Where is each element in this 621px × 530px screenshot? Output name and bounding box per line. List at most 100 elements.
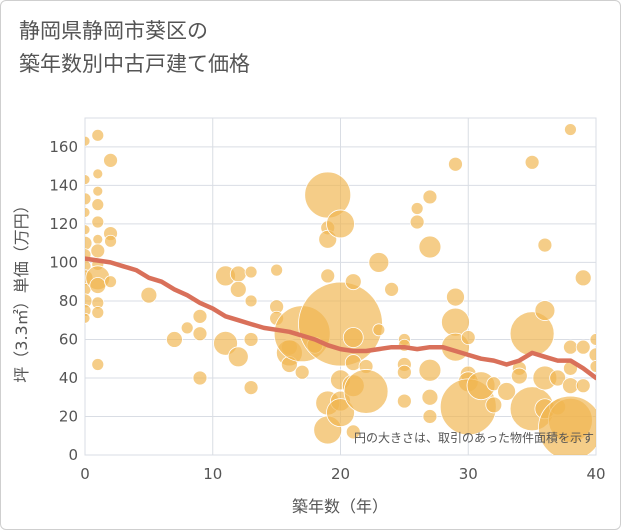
bubble xyxy=(446,287,465,307)
bubble xyxy=(509,311,555,357)
bubble xyxy=(372,323,386,337)
bubble xyxy=(104,275,117,289)
bubble xyxy=(575,378,591,394)
bubble xyxy=(270,263,284,277)
bubble xyxy=(524,154,540,170)
x-tick-label: 10 xyxy=(203,465,222,483)
bubble xyxy=(92,233,104,245)
bubble xyxy=(588,347,596,363)
bubble xyxy=(538,395,596,455)
y-tick-label: 160 xyxy=(49,138,78,156)
bubble xyxy=(85,174,91,186)
bubble xyxy=(140,286,158,304)
bubble xyxy=(192,370,208,386)
bubble xyxy=(537,237,553,253)
tick-labels: 0 20 40 60 80 100 120 140 160 0 10 20 30 40 xyxy=(49,138,605,483)
chart-title: 静岡県静岡市葵区の 築年数別中古戸建て価格 xyxy=(19,15,250,81)
y-tick-label: 100 xyxy=(49,253,78,271)
bubble xyxy=(421,388,439,406)
bubble xyxy=(448,156,463,172)
bubble xyxy=(91,128,105,142)
bubble xyxy=(342,327,364,348)
bubble xyxy=(589,333,596,346)
bubble xyxy=(294,364,310,380)
bubble xyxy=(192,326,208,342)
y-tick-label: 20 xyxy=(59,407,78,425)
bubble xyxy=(368,252,390,273)
bubble xyxy=(92,185,104,197)
y-tick-label: 40 xyxy=(59,369,78,387)
bubble xyxy=(229,280,247,298)
bubble xyxy=(563,339,578,355)
bubble xyxy=(410,202,424,215)
y-tick-label: 120 xyxy=(49,215,78,233)
bubble xyxy=(396,393,412,409)
x-tick-label: 20 xyxy=(331,465,350,483)
x-tick-label: 30 xyxy=(459,465,478,483)
trend-line-group xyxy=(85,256,596,381)
y-tick-label: 140 xyxy=(49,176,78,194)
bubble xyxy=(180,321,194,335)
bubble xyxy=(384,281,400,297)
bubble xyxy=(166,331,183,348)
bubble xyxy=(418,235,442,259)
bubble xyxy=(85,192,92,206)
bubble xyxy=(91,198,105,212)
bubble xyxy=(90,243,106,259)
bubble xyxy=(574,269,592,287)
bubble xyxy=(326,209,355,239)
bubble xyxy=(298,281,383,367)
chart-title-line1: 静岡県静岡市葵区の xyxy=(19,19,208,43)
bubble xyxy=(243,332,259,347)
size-note: 円の大きさは、取引のあった物件面積を示す xyxy=(354,430,594,445)
bubbles xyxy=(85,123,596,455)
bubble xyxy=(85,224,91,236)
bubble xyxy=(343,369,389,414)
bubble xyxy=(85,312,91,324)
bubble xyxy=(320,268,336,284)
bubble xyxy=(460,330,476,345)
bubble xyxy=(326,398,355,428)
bubble xyxy=(575,339,591,355)
bubble xyxy=(92,168,104,180)
bubble xyxy=(91,306,105,319)
y-tick-label: 80 xyxy=(59,292,78,310)
bubble xyxy=(549,369,567,387)
bubble xyxy=(91,358,105,371)
y-tick-label: 0 xyxy=(68,446,78,464)
bubble xyxy=(103,152,118,168)
bubble xyxy=(409,214,425,230)
bubble xyxy=(510,367,528,385)
bubble xyxy=(497,382,516,401)
bubble xyxy=(91,215,105,229)
x-tick-label: 0 xyxy=(80,465,90,483)
bubble xyxy=(418,358,442,382)
bubble xyxy=(89,277,107,294)
trend-line xyxy=(85,256,596,381)
bubble xyxy=(85,206,91,218)
bubble xyxy=(564,123,577,136)
bubble xyxy=(243,380,259,396)
bubble xyxy=(486,376,502,392)
x-tick-label: 40 xyxy=(586,465,605,483)
bubble xyxy=(104,234,117,248)
x-axis-label: 築年数（年） xyxy=(292,497,388,516)
bubble xyxy=(344,273,362,291)
bubble xyxy=(534,300,556,321)
bubble xyxy=(485,396,503,414)
bubble xyxy=(85,235,93,251)
bubble xyxy=(229,265,247,283)
bubble xyxy=(422,409,438,424)
chart-title-line2: 築年数別中古戸建て価格 xyxy=(19,52,250,76)
bubble xyxy=(192,308,208,324)
bubble xyxy=(227,346,249,368)
bubble xyxy=(396,364,412,380)
bubble xyxy=(589,360,596,373)
bubble xyxy=(85,135,91,147)
y-axis-label: 坪（3.3㎡）単価（万円） xyxy=(12,197,31,382)
y-tick-label: 60 xyxy=(59,330,78,348)
bubble xyxy=(422,189,438,205)
bubble xyxy=(244,265,258,279)
bubble xyxy=(244,294,258,308)
